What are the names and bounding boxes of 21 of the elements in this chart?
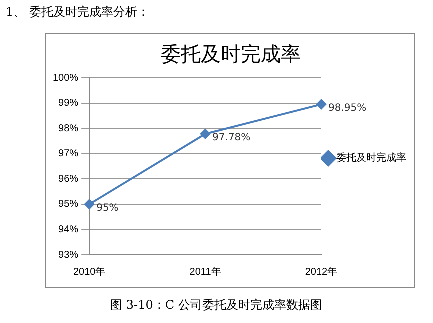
- point: [84, 199, 95, 210]
- legend-label: 委托及时完成率: [336, 152, 406, 164]
- data-label: 98.95%: [328, 103, 367, 114]
- x-tick-label: 2011年: [190, 266, 222, 278]
- text: 1、 委托及时完成率分析：: [6, 4, 150, 21]
- y-tick-label: 93%: [58, 250, 79, 261]
- y-tick-label: 100%: [53, 72, 79, 84]
- point: [200, 129, 211, 140]
- caption: 图 3-10：C 公司委托及时完成率数据图: [110, 297, 324, 314]
- y-tick-label: 95%: [58, 199, 79, 210]
- y-tick-label: 96%: [58, 174, 79, 185]
- data-label: 95%: [96, 203, 119, 214]
- y-tick-label: 98%: [58, 123, 79, 134]
- x-tick-label: 2012年: [305, 266, 338, 278]
- y-tick-label: 94%: [58, 224, 79, 236]
- data-label: 97.78%: [212, 132, 251, 144]
- y-tick-label: 97%: [58, 148, 79, 160]
- chart-title: 委托及时完成率: [161, 42, 301, 66]
- point: [316, 100, 326, 110]
- y-tick-label: 99%: [58, 98, 79, 110]
- x-tick-label: 2010年: [73, 266, 106, 278]
